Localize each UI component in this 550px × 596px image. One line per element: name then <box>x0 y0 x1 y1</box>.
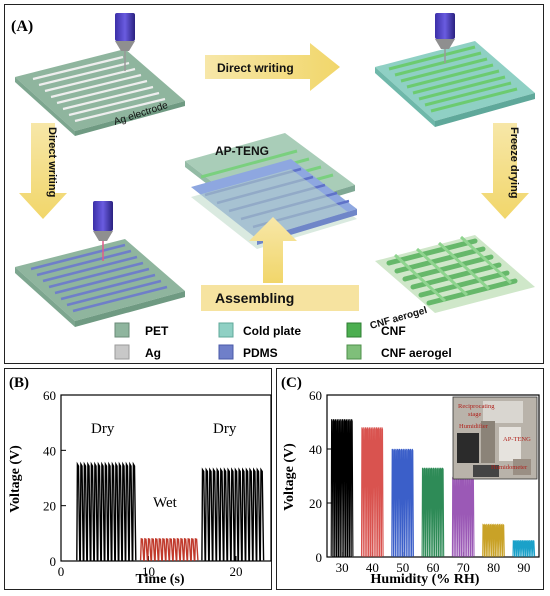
svg-text:PDMS: PDMS <box>243 346 278 360</box>
direct-writing-left-label: Direct writing <box>46 127 58 197</box>
chart-b-xlabel: Time (s) <box>135 572 184 587</box>
plate-cnf-aerogel <box>375 235 535 313</box>
legend-item-pet: PET <box>114 322 169 338</box>
legend-item-ag: Ag <box>114 344 161 360</box>
svg-text:Ag: Ag <box>145 346 161 360</box>
svg-text:CNF aerogel: CNF aerogel <box>381 346 452 360</box>
legend-item-cnf-aerogel: CNF aerogel <box>346 344 452 360</box>
chart-c-series-70 <box>451 476 475 557</box>
chart-b-ytick-label: 20 <box>43 499 56 514</box>
panel-a-schematic: (A) Ag electrode Direct writing <box>4 4 544 364</box>
svg-text:PET: PET <box>145 324 169 338</box>
chart-b-series-3 <box>201 467 265 561</box>
chart-c-ytick-label: 0 <box>316 550 323 565</box>
chart-c-series-30 <box>330 419 354 557</box>
chart-b-ytick-label: 0 <box>50 554 57 569</box>
chart-c-series-40 <box>360 427 384 557</box>
chart-c-series-60 <box>421 467 445 557</box>
chart-b-svg: (B) Voltage (V) Time (s) 0 20 40 60 0 10 20 Dr… <box>8 375 272 587</box>
chart-b-series-2 <box>139 537 199 561</box>
inset-label-humidifier: Humidifier <box>459 423 489 430</box>
chart-c-xtick-label: 50 <box>396 560 409 575</box>
annotation-dry-1: Dry <box>91 421 115 437</box>
schematic-svg: (A) Ag electrode Direct writing <box>11 13 535 360</box>
chart-b-ylabel: Voltage (V) <box>8 445 23 513</box>
arrow-direct-writing-left: Direct writing <box>19 123 67 219</box>
plate-ag-electrode <box>15 13 185 136</box>
chart-b-ytick-label: 60 <box>43 388 56 403</box>
legend-item-pdms: PDMS <box>218 344 278 360</box>
inset-label-reciprocating: Reciprocating <box>458 403 495 410</box>
chart-b-ytick-label: 40 <box>43 443 56 458</box>
chart-c-xtick-label: 40 <box>366 560 379 575</box>
chart-b-xtick-label: 20 <box>230 564 243 579</box>
panel-a-label: (A) <box>11 18 33 35</box>
direct-writing-top-label: Direct writing <box>217 61 294 75</box>
legend-item-cold-plate: Cold plate <box>218 322 301 338</box>
chart-c-xlabel: Humidity (% RH) <box>371 572 480 587</box>
chart-c-ytick-label: 20 <box>309 496 322 511</box>
arrow-direct-writing-top: Direct writing <box>205 43 340 91</box>
chart-b-xtick-label: 0 <box>58 564 65 579</box>
annotation-wet: Wet <box>153 495 178 511</box>
inset-photo: Reciprocating stage Humidifier AP-TENG H… <box>452 396 538 480</box>
chart-b-series-1 <box>76 461 137 561</box>
panel-b-chart: (B) Voltage (V) Time (s) 0 20 40 60 0 10 20 Dr… <box>4 368 272 590</box>
panel-c-label: (C) <box>281 375 302 391</box>
chart-c-svg: (C) Voltage (V) Humidity (% RH) 0 20 40 60 3… <box>281 375 540 587</box>
inset-label-humidometer: Humidometer <box>491 464 528 471</box>
legend: PET Cold plate CNF Ag PDMS CNF aerogel <box>114 322 452 360</box>
chart-c-ytick-label: 40 <box>309 442 322 457</box>
chart-c-series-80 <box>482 523 505 557</box>
legend-item-cnf: CNF <box>346 322 406 338</box>
ap-teng-label: AP-TENG <box>215 144 269 158</box>
chart-b-frame <box>60 394 272 562</box>
arrow-freeze-drying: Freeze drying <box>481 123 529 219</box>
plate-pdms-written <box>15 201 185 327</box>
plate-cnf-written <box>375 13 535 127</box>
chart-c-ytick-label: 60 <box>309 388 322 403</box>
panel-b-label: (B) <box>9 375 29 391</box>
chart-b-xtick-label: 10 <box>142 564 155 579</box>
svg-text:Cold plate: Cold plate <box>243 324 301 338</box>
chart-c-xtick-label: 70 <box>457 560 470 575</box>
freeze-drying-label: Freeze drying <box>508 127 520 199</box>
chart-c-xtick-label: 90 <box>517 560 530 575</box>
arrow-assembling: Assembling <box>201 217 359 311</box>
inset-label-stage: stage <box>468 411 481 418</box>
inset-label-ap-teng: AP-TENG <box>503 436 531 443</box>
annotation-dry-2: Dry <box>213 421 237 437</box>
chart-c-series-90 <box>512 540 536 557</box>
svg-text:CNF: CNF <box>381 324 406 338</box>
chart-c-xtick-label: 30 <box>336 560 349 575</box>
panel-c-chart: (C) Voltage (V) Humidity (% RH) 0 20 40 60 3… <box>276 368 544 590</box>
chart-c-xtick-label: 80 <box>487 560 500 575</box>
chart-c-ylabel: Voltage (V) <box>282 443 297 511</box>
chart-c-xtick-label: 60 <box>427 560 440 575</box>
assembling-label: Assembling <box>215 290 294 306</box>
chart-c-series-50 <box>391 448 414 557</box>
